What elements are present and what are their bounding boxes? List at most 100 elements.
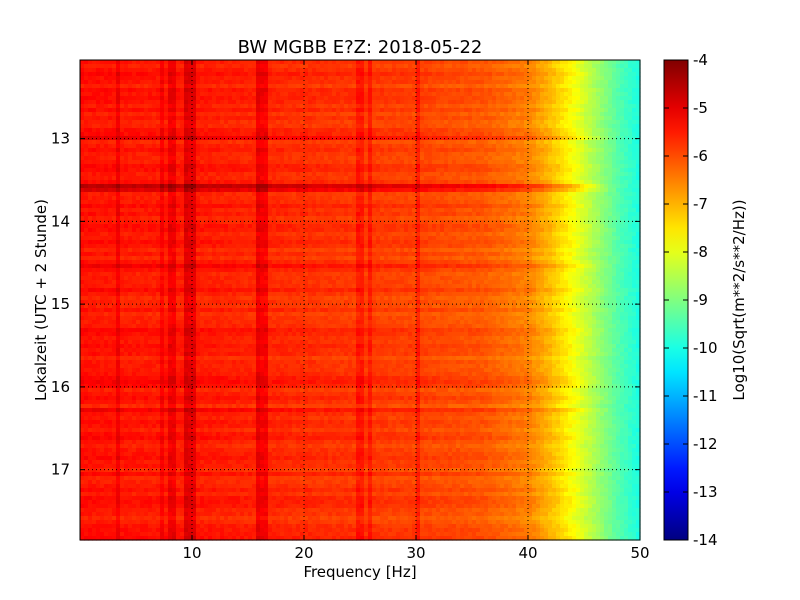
- heatmap-cell: [268, 136, 273, 141]
- heatmap-cell: [492, 100, 497, 105]
- heatmap-cell: [96, 164, 101, 169]
- heatmap-cell: [484, 188, 489, 193]
- heatmap-cell: [96, 84, 101, 89]
- heatmap-cell: [512, 184, 517, 189]
- heatmap-cell: [320, 132, 325, 137]
- heatmap-cell: [380, 192, 385, 197]
- heatmap-cell: [240, 140, 245, 145]
- heatmap-cell: [312, 172, 317, 177]
- heatmap-cell: [272, 132, 277, 137]
- heatmap-cell: [196, 172, 201, 177]
- heatmap-cell: [308, 172, 313, 177]
- heatmap-cell: [296, 156, 301, 161]
- heatmap-cell: [596, 192, 601, 197]
- heatmap-cell: [212, 160, 217, 165]
- heatmap-cell: [428, 148, 433, 153]
- heatmap-cell: [244, 84, 249, 89]
- heatmap-cell: [140, 184, 145, 189]
- heatmap-cell: [256, 128, 261, 133]
- heatmap-cell: [268, 176, 273, 181]
- heatmap-cell: [568, 132, 573, 137]
- heatmap-cell: [560, 180, 565, 185]
- heatmap-cell: [604, 124, 609, 129]
- heatmap-cell: [96, 180, 101, 185]
- heatmap-cell: [444, 68, 449, 73]
- heatmap-cell: [404, 112, 409, 117]
- heatmap-cell: [80, 128, 85, 133]
- heatmap-cell: [240, 112, 245, 117]
- heatmap-cell: [312, 180, 317, 185]
- heatmap-cell: [188, 68, 193, 73]
- heatmap-cell: [168, 60, 173, 65]
- heatmap-cell: [264, 164, 269, 169]
- heatmap-cell: [336, 188, 341, 193]
- heatmap-cell: [164, 176, 169, 181]
- heatmap-cell: [540, 144, 545, 149]
- heatmap-cell: [80, 96, 85, 101]
- heatmap-cell: [248, 84, 253, 89]
- heatmap-cell: [592, 140, 597, 145]
- heatmap-cell: [192, 64, 197, 69]
- heatmap-cell: [96, 68, 101, 73]
- heatmap-cell: [444, 196, 449, 201]
- heatmap-cell: [252, 200, 257, 205]
- heatmap-cell: [412, 136, 417, 141]
- heatmap-cell: [496, 80, 501, 85]
- heatmap-cell: [476, 160, 481, 165]
- heatmap-cell: [180, 64, 185, 69]
- heatmap-cell: [548, 136, 553, 141]
- heatmap-cell: [344, 180, 349, 185]
- heatmap-cell: [124, 112, 129, 117]
- heatmap-cell: [304, 80, 309, 85]
- heatmap-cell: [336, 196, 341, 201]
- heatmap-cell: [508, 168, 513, 173]
- heatmap-cell: [164, 196, 169, 201]
- heatmap-cell: [572, 132, 577, 137]
- heatmap-cell: [392, 192, 397, 197]
- heatmap-cell: [320, 168, 325, 173]
- heatmap-cell: [140, 192, 145, 197]
- heatmap-cell: [488, 64, 493, 69]
- heatmap-cell: [484, 132, 489, 137]
- heatmap-cell: [152, 156, 157, 161]
- heatmap-cell: [524, 112, 529, 117]
- heatmap-cell: [308, 92, 313, 97]
- heatmap-cell: [236, 92, 241, 97]
- heatmap-cell: [232, 124, 237, 129]
- heatmap-cell: [620, 108, 625, 113]
- heatmap-cell: [228, 192, 233, 197]
- heatmap-cell: [140, 156, 145, 161]
- heatmap-cell: [140, 80, 145, 85]
- heatmap-cell: [256, 60, 261, 65]
- heatmap-cell: [196, 132, 201, 137]
- heatmap-cell: [444, 180, 449, 185]
- heatmap-cell: [380, 88, 385, 93]
- heatmap-cell: [448, 196, 453, 201]
- heatmap-cell: [220, 148, 225, 153]
- heatmap-cell: [452, 184, 457, 189]
- heatmap-cell: [144, 152, 149, 157]
- heatmap-cell: [244, 160, 249, 165]
- heatmap-cell: [356, 180, 361, 185]
- heatmap-cell: [224, 136, 229, 141]
- heatmap-cell: [396, 152, 401, 157]
- heatmap-cell: [112, 112, 117, 117]
- heatmap-cell: [104, 172, 109, 177]
- heatmap-cell: [356, 120, 361, 125]
- heatmap-cell: [280, 188, 285, 193]
- heatmap-cell: [272, 64, 277, 69]
- heatmap-cell: [336, 132, 341, 137]
- heatmap-cell: [624, 80, 629, 85]
- heatmap-cell: [600, 64, 605, 69]
- heatmap-cell: [232, 132, 237, 137]
- heatmap-cell: [228, 172, 233, 177]
- heatmap-cell: [372, 136, 377, 141]
- heatmap-cell: [440, 76, 445, 81]
- heatmap-cell: [288, 120, 293, 125]
- heatmap-cell: [336, 156, 341, 161]
- heatmap-cell: [144, 128, 149, 133]
- heatmap-cell: [112, 124, 117, 129]
- heatmap-cell: [392, 84, 397, 89]
- heatmap-cell: [188, 164, 193, 169]
- heatmap-cell: [500, 80, 505, 85]
